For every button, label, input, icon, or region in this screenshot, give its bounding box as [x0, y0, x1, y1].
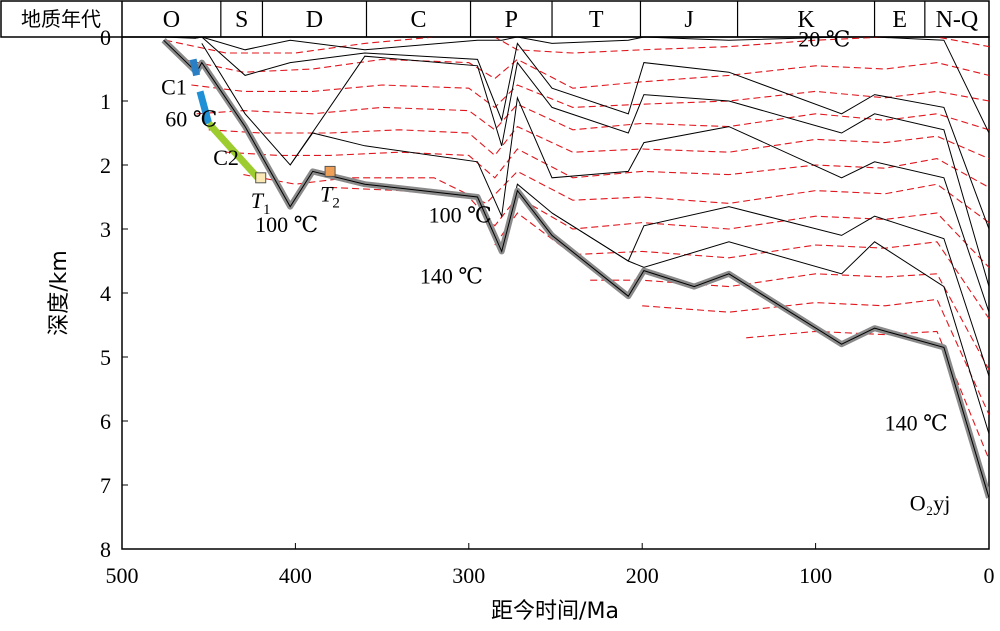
period-header: 地质年代 O S D C P T J K E N-Q — [0, 0, 990, 38]
annotation-label: 140 ℃ — [420, 263, 483, 288]
y-tick-label: 0 — [100, 25, 111, 50]
x-tick-label: 0 — [984, 563, 995, 588]
y-tick-label: 7 — [100, 473, 111, 498]
x-tick-label: 400 — [279, 563, 312, 588]
y-tick-label: 8 — [100, 537, 111, 562]
period-label: E — [892, 7, 907, 33]
isotherm-line — [208, 125, 989, 160]
burial-line — [551, 212, 989, 434]
burial-line — [194, 37, 989, 134]
annotation-label: C2 — [213, 145, 239, 170]
isotherm-line — [225, 148, 989, 188]
annotation-label: 100 ℃ — [429, 203, 492, 228]
highlight-oxygen-thin — [189, 58, 201, 77]
isotherm-line — [182, 58, 989, 89]
x-tick-label: 300 — [452, 563, 485, 588]
x-tick-label: 200 — [626, 563, 659, 588]
period-label: O — [163, 7, 180, 33]
period-label: D — [306, 7, 323, 33]
burial-line — [201, 37, 989, 230]
marker-subscript: 1 — [263, 202, 271, 218]
plot-frame — [121, 36, 990, 550]
x-axis-label: 距今时间/Ma — [491, 599, 619, 624]
marker-label: T2 — [320, 181, 340, 211]
y-tick-label: 2 — [100, 153, 111, 178]
isotherm-line — [746, 330, 989, 460]
annotation-label: 20 ℃ — [798, 27, 850, 52]
geologic-age-label: 地质年代 — [21, 7, 101, 31]
period-label: P — [505, 7, 518, 33]
marker-t2 — [324, 165, 336, 177]
isotherm-line — [494, 212, 989, 319]
x-axis: 500 400 300 200 100 0 — [106, 543, 995, 588]
period-label: T — [589, 7, 604, 33]
y-axis: 0 1 2 3 4 5 6 7 8 — [100, 25, 128, 562]
y-axis-label: 深度/km — [47, 250, 72, 336]
isotherm-line — [642, 298, 989, 415]
period-label: J — [684, 7, 693, 33]
x-tick-label: 500 — [106, 563, 139, 588]
burial-line — [289, 95, 989, 313]
highlight-c1 — [196, 90, 213, 125]
y-tick-label: 6 — [100, 409, 111, 434]
basement-line — [163, 39, 989, 498]
marker-t1 — [255, 172, 267, 184]
marker-subscript: 2 — [332, 195, 340, 211]
basement-band — [161, 38, 989, 499]
annotation-label: 100 ℃ — [255, 212, 318, 237]
highlight-c2 — [206, 121, 264, 184]
isotherm-line — [590, 273, 989, 371]
isotherm-line — [196, 103, 989, 131]
highlight-segments — [189, 58, 264, 184]
y-tick-label: 1 — [100, 89, 111, 114]
y-tick-label: 5 — [100, 345, 111, 370]
annotation-label: 140 ℃ — [885, 411, 948, 436]
burial-line — [201, 43, 989, 287]
annotation-label: C1 — [161, 75, 187, 100]
isotherm-line — [191, 84, 989, 109]
x-tick-label: 100 — [799, 563, 832, 588]
annotation-label: 60 ℃ — [165, 107, 217, 132]
annotation-label: O₂yj — [910, 491, 951, 516]
period-label: S — [235, 7, 248, 33]
burial-lines — [161, 37, 989, 499]
period-label: C — [411, 7, 427, 33]
period-label: K — [797, 7, 815, 33]
annotations: C1 60 ℃ C2 100 ℃ 100 ℃ 140 ℃ 20 ℃ 140 ℃ O₂yj — [161, 27, 950, 516]
isotherm-lines — [165, 37, 989, 460]
isotherm-line — [165, 37, 989, 54]
plot-area — [161, 37, 989, 499]
y-tick-label: 4 — [100, 281, 111, 306]
period-label: N-Q — [936, 7, 979, 33]
y-tick-label: 3 — [100, 217, 111, 242]
